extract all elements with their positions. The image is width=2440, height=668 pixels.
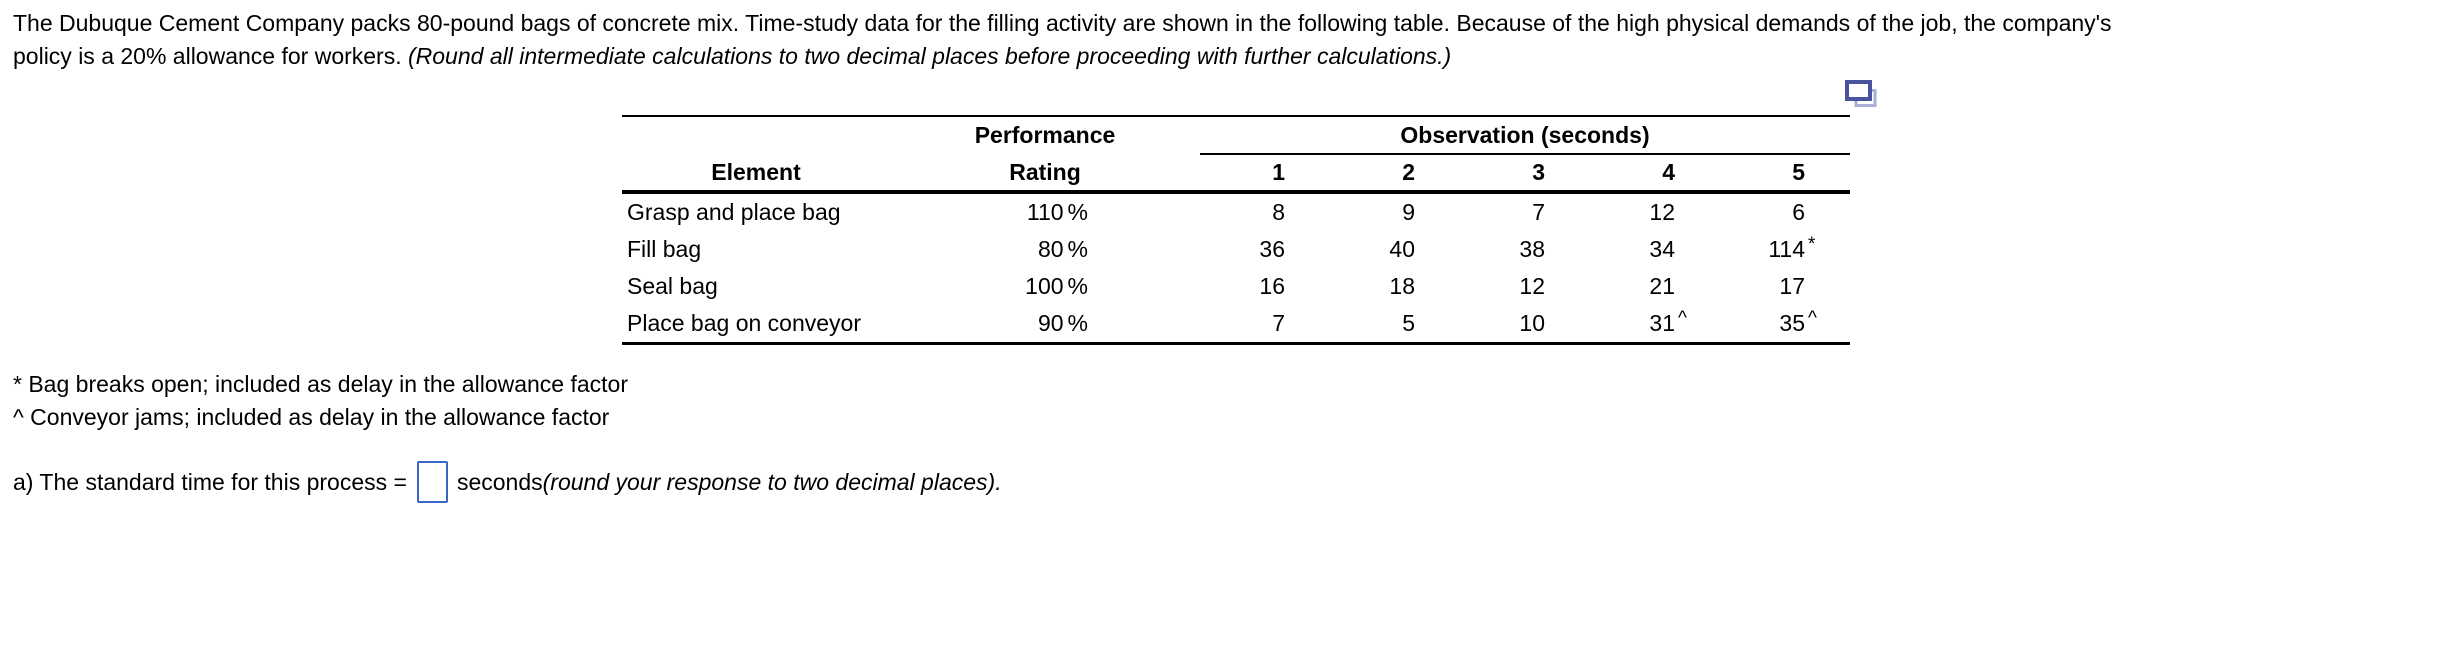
question-a: a) The standard time for this process = … (13, 461, 1002, 503)
answer-input[interactable] (416, 461, 448, 503)
table-footnotes: * Bag breaks open; included as delay in … (13, 368, 628, 434)
table-row: Grasp and place bag 110% 8 9 7 12 6 (622, 192, 1850, 231)
obs-value: 40 (1389, 236, 1415, 262)
question-a-prefix: a) The standard time for this process = (13, 469, 407, 495)
rating-value: 80% (1037, 236, 1088, 262)
obs-value: 35 ^ (1720, 305, 1850, 345)
obs-value: 31 ^ (1590, 305, 1720, 345)
problem-statement: The Dubuque Cement Company packs 80-poun… (13, 7, 2423, 73)
element-name: Place bag on conveyor (622, 305, 890, 345)
percent-sign: % (1067, 310, 1088, 336)
table-header-row: Element Rating 1 2 3 4 5 (622, 154, 1850, 194)
obs-value: 38 (1519, 236, 1545, 262)
footnote-conveyor-jams: ^ Conveyor jams; included as delay in th… (13, 404, 610, 430)
rounding-note: (Round all intermediate calculations to … (408, 43, 1452, 69)
header-obs-1: 1 (1200, 154, 1330, 194)
obs-value: 7 (1532, 199, 1545, 225)
obs-value: 18 (1389, 273, 1415, 299)
header-rating: Rating (890, 154, 1200, 194)
header-spacer (622, 115, 890, 154)
header-obs-2: 2 (1330, 154, 1460, 194)
obs-value: 8 (1272, 199, 1285, 225)
time-study-table: Performance Observation (seconds) Elemen… (622, 115, 1850, 345)
rating-value: 100% (1025, 273, 1088, 299)
obs-value: 12 (1649, 199, 1675, 225)
rating-value: 110% (1026, 199, 1088, 225)
question-a-instruction: (round your response to two decimal plac… (542, 469, 1002, 495)
obs-value: 7 (1200, 305, 1330, 345)
problem-statement-line2: policy is a 20% allowance for workers. (… (13, 43, 1452, 69)
header-observation-group: Observation (seconds) (1200, 115, 1850, 155)
table-row: Fill bag 80% 36 40 38 34 114 * (622, 231, 1850, 268)
obs-value: 36 (1259, 236, 1285, 262)
header-performance: Performance (890, 115, 1200, 154)
question-a-unit: seconds (456, 469, 543, 495)
element-name: Seal bag (627, 273, 718, 299)
rating-value: 90% (890, 305, 1200, 345)
obs-value: 34 (1649, 236, 1675, 262)
obs-value: 5 (1330, 305, 1460, 345)
element-name: Grasp and place bag (627, 199, 841, 225)
percent-sign: % (1067, 236, 1088, 262)
obs-value: 114 * (1768, 234, 1816, 262)
obs-value: 21 (1649, 273, 1675, 299)
element-name: Fill bag (627, 236, 702, 262)
obs-value: 16 (1259, 273, 1285, 299)
table-row: Seal bag 100% 16 18 12 21 17 (622, 268, 1850, 305)
footnote-bag-breaks: * Bag breaks open; included as delay in … (13, 371, 629, 397)
header-element: Element (622, 154, 890, 194)
table-header-group-row: Performance Observation (seconds) (622, 115, 1850, 155)
obs-value: 6 (1792, 199, 1805, 225)
overlapping-windows-icon (1845, 80, 1877, 107)
obs-value: 12 (1519, 273, 1545, 299)
percent-sign: % (1067, 273, 1088, 299)
percent-sign: % (1067, 199, 1088, 225)
duplicate-table-icon[interactable] (1844, 79, 1880, 111)
header-obs-3: 3 (1460, 154, 1590, 194)
table-row: Place bag on conveyor 90% 7 5 10 31 ^ 35 ^ (622, 305, 1850, 345)
header-obs-4: 4 (1590, 154, 1720, 194)
problem-statement-line1: The Dubuque Cement Company packs 80-poun… (13, 10, 2112, 36)
header-obs-5: 5 (1720, 154, 1850, 194)
obs-value: 9 (1402, 199, 1415, 225)
obs-value: 17 (1779, 273, 1805, 299)
obs-value: 10 (1460, 305, 1590, 345)
